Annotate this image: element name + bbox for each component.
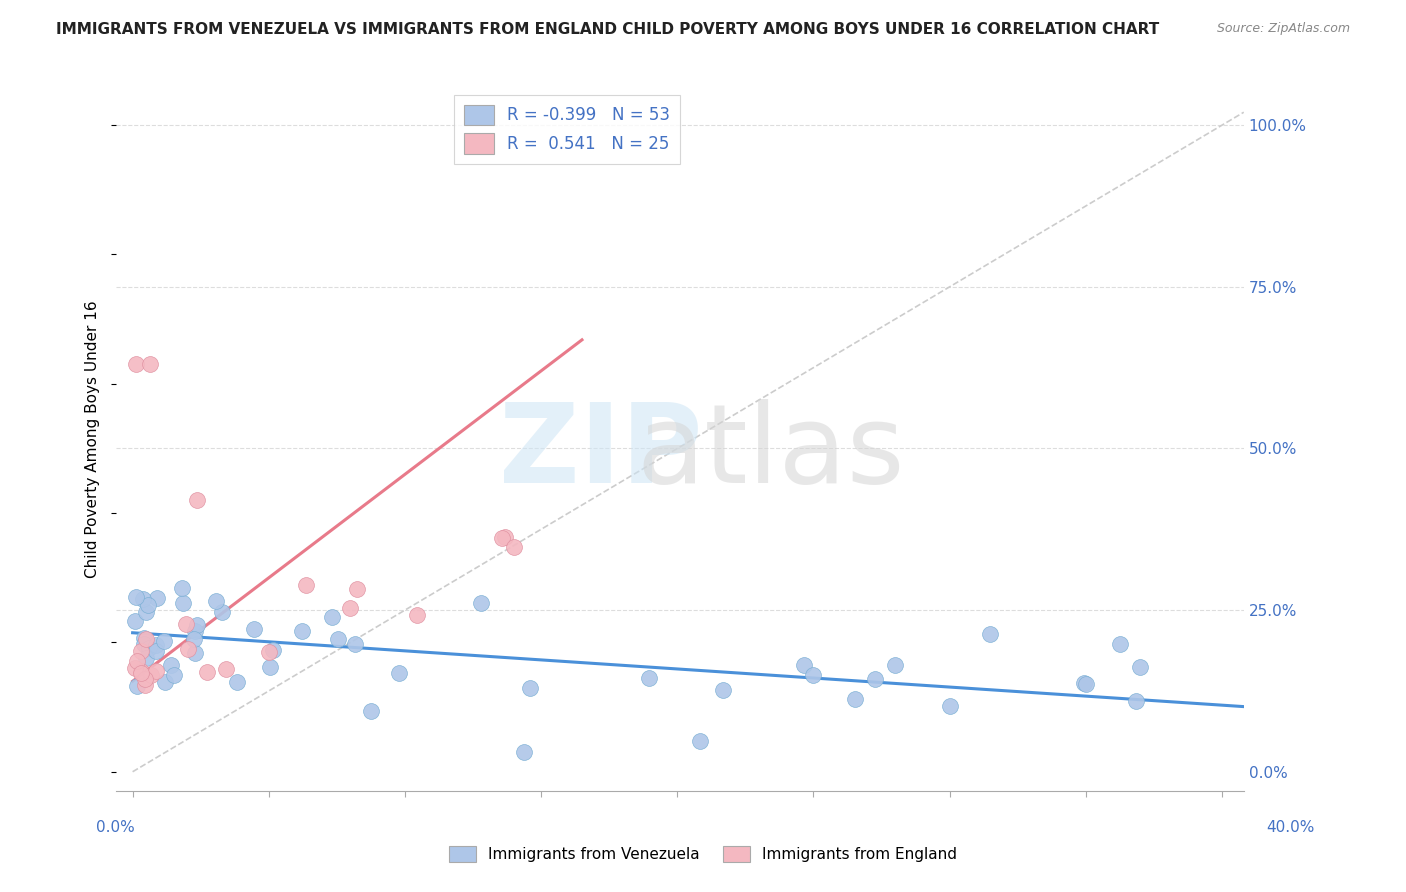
Point (177, 641, 200, 656)
Point (172, 596, 194, 610)
Point (139, 358, 162, 372)
Point (226, 675, 249, 690)
Point (863, 672, 886, 686)
Point (519, 681, 541, 695)
Point (388, 666, 411, 681)
Point (491, 531, 513, 545)
Point (170, 581, 193, 595)
Point (134, 637, 156, 651)
Point (494, 530, 516, 544)
Point (1129, 660, 1152, 674)
Point (184, 646, 207, 660)
Point (152, 634, 174, 648)
Point (1109, 637, 1132, 651)
Point (262, 643, 284, 657)
Point (134, 672, 156, 686)
Point (215, 662, 238, 676)
Point (138, 640, 160, 655)
Point (343, 637, 366, 651)
Point (145, 664, 167, 678)
Text: atlas: atlas (636, 400, 904, 507)
Point (129, 644, 152, 658)
Point (844, 692, 866, 706)
Point (938, 698, 960, 713)
Point (884, 658, 907, 673)
Point (295, 578, 318, 592)
Point (346, 582, 368, 596)
Point (146, 591, 169, 605)
Point (136, 598, 159, 612)
Point (153, 675, 176, 690)
Point (195, 665, 218, 679)
Point (125, 358, 148, 372)
Point (135, 632, 157, 646)
Point (470, 596, 492, 610)
Point (211, 606, 233, 620)
Point (503, 541, 526, 555)
Point (360, 704, 382, 718)
Point (160, 658, 183, 673)
Point (321, 609, 343, 624)
Point (339, 601, 361, 615)
Text: Source: ZipAtlas.com: Source: ZipAtlas.com (1216, 22, 1350, 36)
Point (205, 593, 228, 607)
Point (163, 668, 186, 682)
Point (711, 682, 734, 697)
Text: ZIP: ZIP (499, 400, 703, 507)
Point (326, 632, 349, 647)
Point (259, 645, 281, 659)
Point (291, 624, 314, 639)
Text: 40.0%: 40.0% (1267, 821, 1315, 835)
Legend: R = -0.399   N = 53, R =  0.541   N = 25: R = -0.399 N = 53, R = 0.541 N = 25 (454, 95, 681, 164)
Point (183, 632, 205, 647)
Point (134, 631, 156, 645)
Point (793, 657, 815, 672)
Point (129, 665, 152, 680)
Point (125, 591, 148, 605)
Point (139, 667, 162, 681)
Point (125, 654, 148, 668)
Point (803, 667, 825, 681)
Point (132, 591, 155, 606)
Point (405, 608, 427, 623)
Point (134, 677, 156, 691)
Point (1073, 676, 1095, 690)
Text: IMMIGRANTS FROM VENEZUELA VS IMMIGRANTS FROM ENGLAND CHILD POVERTY AMONG BOYS UN: IMMIGRANTS FROM VENEZUELA VS IMMIGRANTS … (56, 22, 1160, 37)
Point (689, 734, 711, 748)
Point (186, 493, 208, 508)
Point (145, 644, 167, 658)
Point (176, 617, 198, 632)
Point (129, 664, 152, 678)
Point (1074, 677, 1097, 691)
Point (125, 679, 148, 693)
Point (259, 660, 281, 674)
Point (145, 638, 167, 652)
Point (512, 745, 534, 759)
Point (184, 624, 207, 638)
Point (186, 618, 208, 632)
Legend: Immigrants from Venezuela, Immigrants from England: Immigrants from Venezuela, Immigrants fr… (443, 839, 963, 868)
Point (124, 661, 146, 675)
Point (135, 605, 157, 619)
Point (243, 622, 266, 636)
Text: 0.0%: 0.0% (96, 821, 135, 835)
Point (124, 614, 146, 628)
Point (1125, 694, 1147, 708)
Y-axis label: Child Poverty Among Boys Under 16: Child Poverty Among Boys Under 16 (86, 300, 100, 578)
Point (135, 650, 157, 665)
Point (638, 671, 661, 685)
Point (979, 627, 1001, 641)
